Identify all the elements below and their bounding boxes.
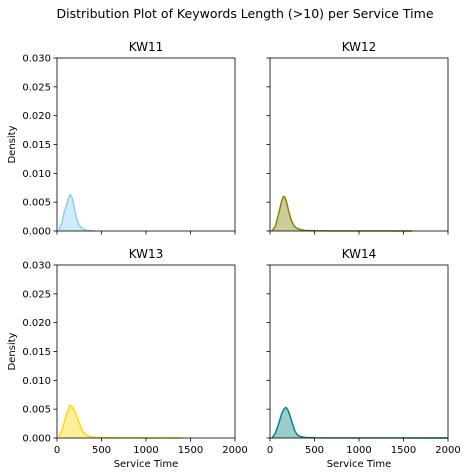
y-tick-label: 0.000: [22, 227, 51, 238]
panel-title: KW14: [342, 247, 377, 261]
y-tick-label: 0.025: [22, 289, 51, 300]
axes-frame: [56, 264, 236, 439]
y-tick-label: 0.015: [22, 347, 51, 358]
y-tick-label: 0.015: [22, 140, 51, 151]
panel-kw12: KW12: [266, 40, 449, 235]
x-tick-label: 1500: [178, 445, 203, 456]
x-tick-label: 1500: [391, 445, 416, 456]
panels: KW11 0.000 0.005 0.010 0.015 0.020 0.025 0.030 D…: [7, 40, 461, 470]
y-axis-label: Density: [7, 332, 18, 370]
x-tick-label: 2000: [435, 445, 460, 456]
density-line: [58, 193, 95, 232]
y-tick-label: 0.010: [22, 169, 51, 180]
panel-title: KW11: [129, 40, 164, 54]
panel-kw11: KW11 0.000 0.005 0.010 0.015 0.020 0.025 0.030 D…: [7, 40, 236, 238]
x-tick-label: 0: [54, 445, 60, 456]
y-tick-label: 0.030: [22, 54, 51, 65]
panel-title: KW12: [342, 40, 377, 54]
y-tick-label: 0.025: [22, 82, 51, 93]
panel-kw14: KW14 0 500 1000 1500 2000 Service Time: [266, 247, 461, 470]
figure-title: Distribution Plot of Keywords Length (>1…: [56, 6, 433, 21]
density-area: [271, 407, 448, 438]
x-tick-label: 1000: [133, 445, 158, 456]
panel-kw13: KW13 0.000 0.005 0.010 0.015 0.020 0.025 0.030 0…: [7, 247, 248, 470]
panel-title: KW13: [129, 247, 164, 261]
y-tick-label: 0.030: [22, 261, 51, 272]
x-tick-label: 1000: [346, 445, 371, 456]
density-line: [271, 406, 449, 439]
x-axis-label: Service Time: [114, 459, 179, 470]
axes-frame: [269, 264, 449, 439]
x-tick-label: 500: [305, 445, 324, 456]
y-tick-label: 0.005: [22, 405, 51, 416]
y-tick-label: 0.020: [22, 318, 51, 329]
y-tick-label: 0.010: [22, 376, 51, 387]
axes-frame: [269, 57, 449, 232]
y-axis-label: Density: [7, 125, 18, 163]
x-axis-label: Service Time: [327, 459, 392, 470]
y-tick-label: 0.020: [22, 111, 51, 122]
y-tick-label: 0.005: [22, 198, 51, 209]
density-area: [58, 405, 182, 438]
x-tick-label: 0: [267, 445, 273, 456]
density-area: [271, 196, 413, 231]
x-tick-label: 2000: [222, 445, 247, 456]
axes-frame: [56, 57, 236, 232]
x-tick-label: 500: [92, 445, 111, 456]
y-tick-label: 0.000: [22, 434, 51, 445]
